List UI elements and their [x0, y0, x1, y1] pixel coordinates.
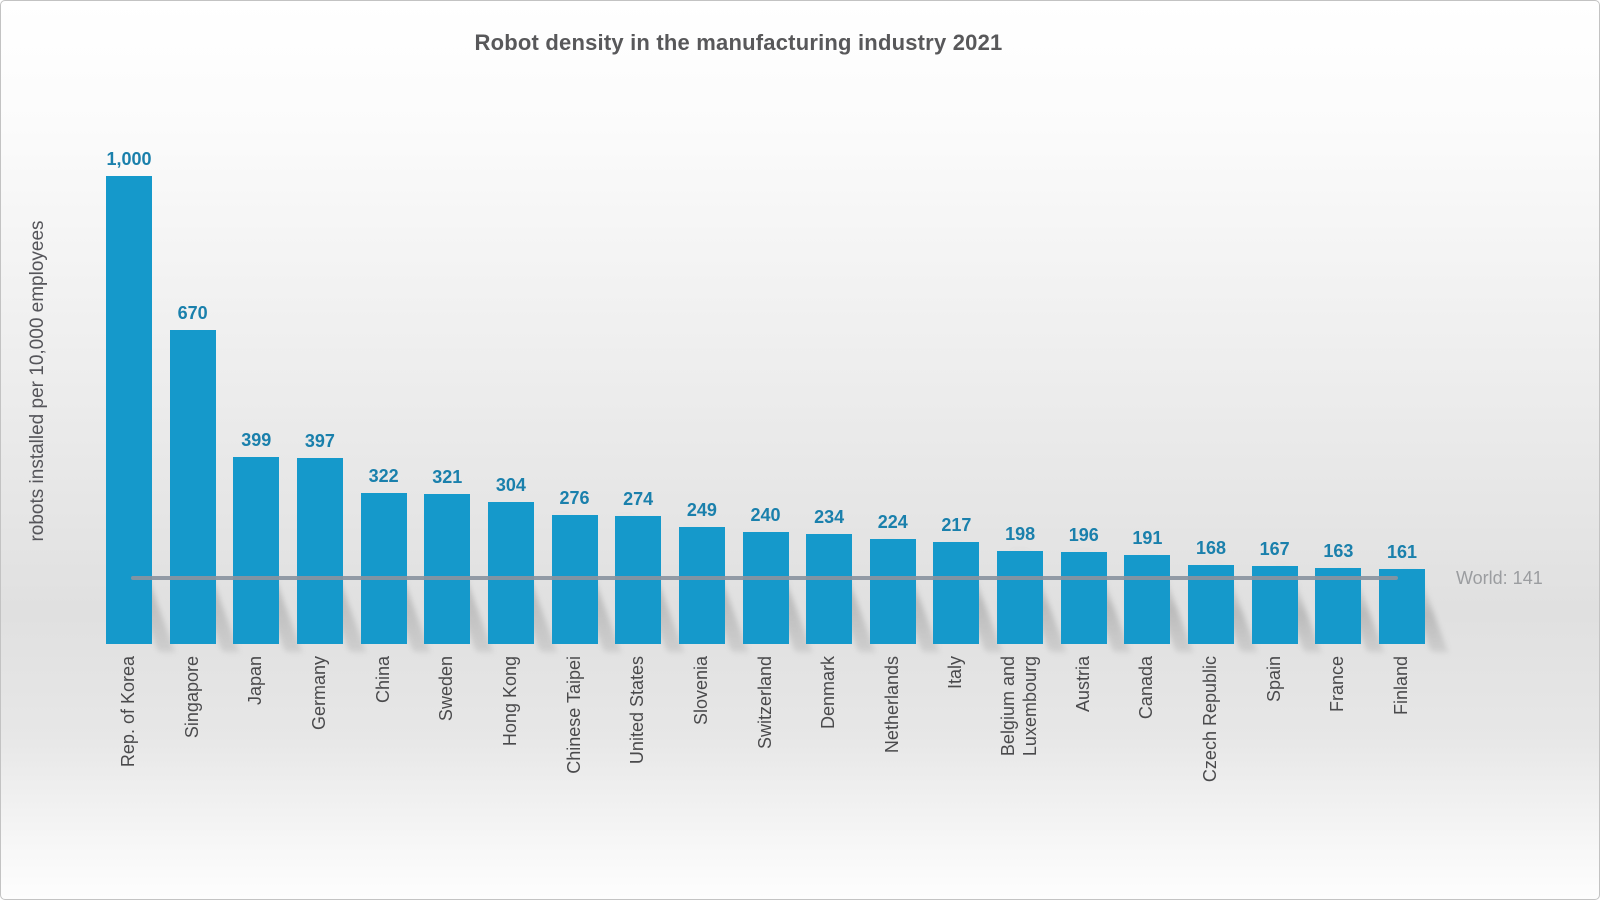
bar [360, 493, 407, 644]
bar [997, 551, 1044, 644]
bar-value-label: 198 [1005, 524, 1036, 545]
bar-category-label: Belgium and Luxembourg [998, 656, 1041, 757]
bar-category-label: Chinese Taipei [563, 656, 584, 774]
bar [1379, 568, 1425, 644]
chart-title: Robot density in the manufacturing indus… [474, 30, 1003, 55]
bar [1315, 567, 1362, 644]
bar-category-label: Netherlands [881, 656, 902, 754]
bar-value-label: 274 [623, 488, 654, 509]
bar-category-label: United States [627, 656, 648, 765]
bar-category-label: Hong Kong [499, 656, 520, 747]
bar [487, 501, 534, 644]
world-benchmark-label: World: 141 [1456, 568, 1543, 588]
bar [933, 542, 980, 644]
bar-category-label: Japan [245, 656, 266, 706]
bar [869, 539, 916, 644]
bar-value-label: 397 [304, 431, 335, 452]
bar-value-label: 670 [177, 303, 208, 324]
bar-category-label: Italy [945, 656, 966, 690]
bar [233, 457, 280, 644]
bar [742, 531, 789, 644]
bar-value-label: 249 [686, 500, 717, 521]
bar-value-label: 196 [1068, 525, 1099, 546]
bar-value-label: 168 [1196, 538, 1227, 559]
bar-category-label: Denmark [818, 656, 839, 730]
bar-value-label: 1,000 [106, 149, 152, 169]
bar-category-label: Czech Republic [1200, 656, 1221, 783]
bar-value-label: 161 [1386, 541, 1418, 562]
bar-category-label: France [1327, 656, 1348, 713]
bar [678, 527, 725, 644]
bar-category-label: Spain [1263, 656, 1284, 703]
bar-category-label: Slovenia [690, 656, 711, 726]
bar-category-label: Canada [1136, 656, 1157, 720]
bar [424, 493, 471, 644]
bar-value-label: 167 [1259, 538, 1290, 559]
bar [106, 176, 152, 644]
bar-value-label: 240 [750, 504, 781, 525]
bar-category-label: Finland [1391, 656, 1411, 716]
bar-category-label: Rep. of Korea [118, 656, 138, 768]
y-axis-label: robots installed per 10,000 employees [27, 220, 48, 542]
bar-value-label: 321 [432, 466, 463, 487]
bar [296, 458, 343, 644]
bar-category-label: Singapore [181, 656, 202, 739]
bar [169, 330, 216, 644]
bar-value-label: 191 [1132, 527, 1163, 548]
bar-value-label: 234 [814, 507, 845, 528]
bar [1060, 552, 1107, 644]
bar-category-label: Switzerland [754, 656, 775, 750]
bar-value-label: 163 [1323, 540, 1354, 561]
bar-category-label: Germany [308, 656, 329, 731]
bar-value-label: 276 [559, 487, 590, 508]
bar [1124, 554, 1171, 644]
bar-category-label: Sweden [436, 656, 457, 722]
bar-value-label: 224 [877, 512, 908, 533]
bar [806, 534, 853, 644]
bar-category-label: China [372, 656, 393, 704]
bar-value-label: 322 [368, 466, 399, 487]
bar-value-label: 399 [241, 430, 272, 451]
bar-value-label: 217 [941, 515, 972, 536]
world-benchmark-line [131, 576, 1398, 580]
bar-category-label: Austria [1072, 656, 1093, 713]
bar-value-label: 304 [495, 474, 526, 495]
